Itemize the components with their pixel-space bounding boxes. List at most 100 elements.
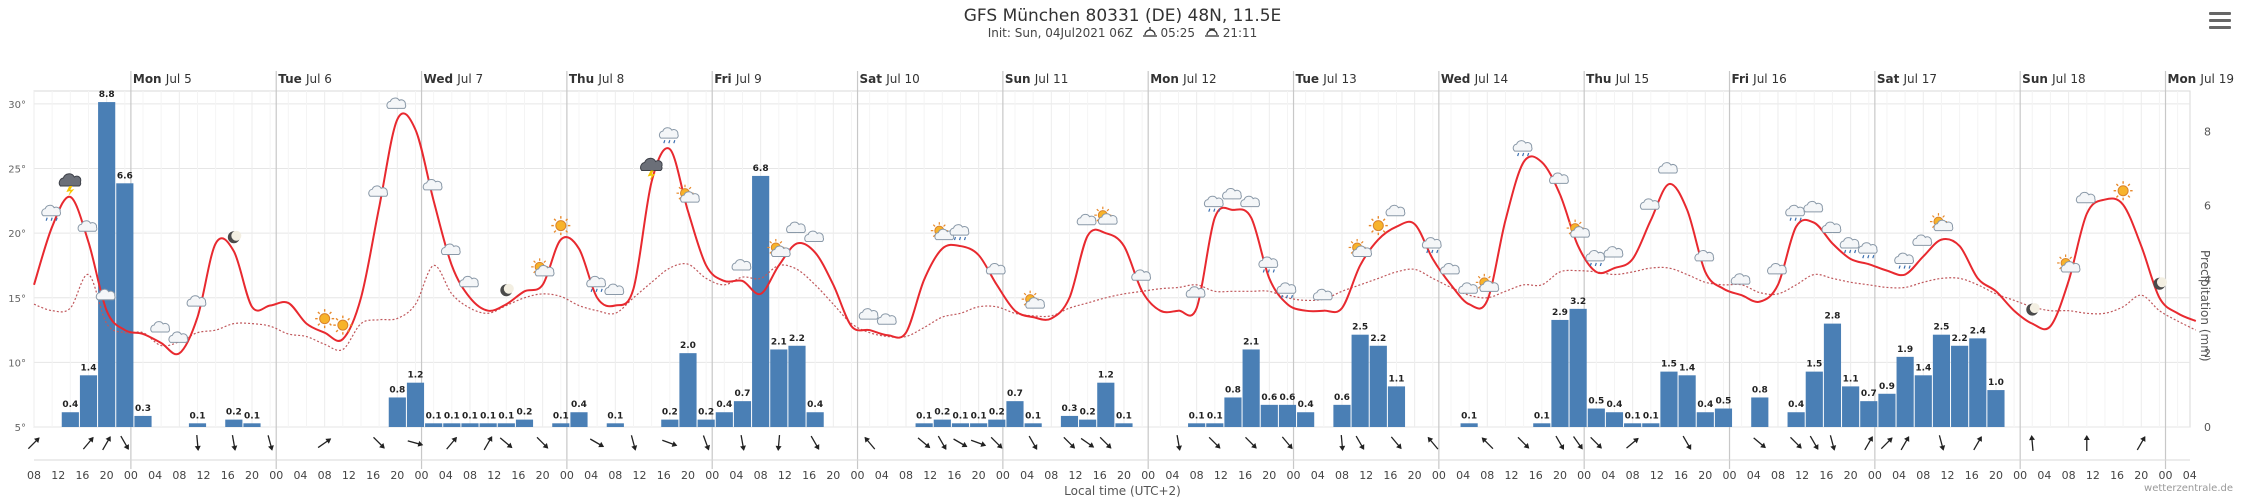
day-label: Tue Jul 13 xyxy=(1296,72,1357,86)
cloud-rain-weather-icon xyxy=(1421,237,1442,254)
precip-value-label: 0.8 xyxy=(1225,385,1241,395)
precip-value-label: 1.2 xyxy=(408,371,424,381)
precip-bar xyxy=(1333,404,1351,427)
wind-arrow-icon xyxy=(1626,437,1639,449)
precip-value-label: 2.0 xyxy=(680,341,696,351)
hour-tick-label: 16 xyxy=(802,469,816,482)
y-left-tick-label: 25° xyxy=(8,165,26,176)
hour-tick-label: 12 xyxy=(1214,469,1228,482)
hour-tick-label: 00 xyxy=(851,469,865,482)
cloud-rain-weather-icon xyxy=(1894,252,1914,269)
hour-tick-label: 00 xyxy=(1287,469,1301,482)
wind-arrow-icon xyxy=(1281,436,1293,450)
hour-tick-label: 12 xyxy=(1795,469,1809,482)
hour-tick-label: 12 xyxy=(1359,469,1373,482)
precip-bar xyxy=(1551,319,1569,427)
sun-cloud-weather-icon xyxy=(1929,213,1954,232)
precip-bar xyxy=(1842,386,1860,427)
wind-arrow-icon xyxy=(740,435,746,451)
hour-tick-label: 20 xyxy=(826,469,840,482)
precip-bar xyxy=(933,419,951,427)
cloud-weather-icon xyxy=(876,313,897,325)
wind-arrow-icon xyxy=(120,435,129,450)
wind-arrow-icon xyxy=(2029,435,2036,452)
precip-bar xyxy=(806,412,824,427)
sun-weather-icon xyxy=(333,315,353,335)
hour-tick-label: 08 xyxy=(172,469,186,482)
precip-value-label: 0.4 xyxy=(1697,400,1713,410)
precip-bar xyxy=(1932,334,1951,427)
sun-cloud-weather-icon xyxy=(1566,219,1590,238)
sun-cloud-weather-icon xyxy=(767,238,791,257)
day-label: Sat Jul 17 xyxy=(1877,72,1937,86)
precip-value-label: 0.1 xyxy=(462,411,478,421)
hour-tick-label: 04 xyxy=(2037,469,2051,482)
precip-value-label: 0.1 xyxy=(190,411,206,421)
hour-tick-label: 20 xyxy=(1844,469,1858,482)
precip-bar xyxy=(570,412,588,427)
wind-arrow-icon xyxy=(1938,435,1946,451)
precip-value-label: 0.7 xyxy=(1861,389,1877,399)
hour-tick-label: 08 xyxy=(1044,469,1058,482)
precip-value-label: 0.4 xyxy=(62,400,78,410)
chart-subtitle: Init: Sun, 04Jul2021 06Z 05:25 21:11 xyxy=(0,26,2245,40)
hour-tick-label: 20 xyxy=(1698,469,1712,482)
hour-tick-label: 16 xyxy=(2110,469,2124,482)
hour-tick-label: 08 xyxy=(27,469,41,482)
precip-value-label: 0.2 xyxy=(517,408,533,418)
hour-tick-label: 00 xyxy=(1141,469,1155,482)
hour-tick-label: 00 xyxy=(1868,469,1882,482)
credit-text[interactable]: wetterzentrale.de xyxy=(2144,483,2233,494)
wind-arrow-icon xyxy=(373,436,385,449)
day-label: Sat Jul 10 xyxy=(860,72,920,86)
wind-arrow-icon xyxy=(1573,436,1583,450)
cloud-weather-icon xyxy=(985,262,1006,275)
precip-bar xyxy=(1787,412,1805,427)
precip-value-label: 0.1 xyxy=(426,411,442,421)
precip-value-label: 1.5 xyxy=(1806,360,1822,370)
cloud-rain-weather-icon xyxy=(586,275,607,292)
hour-tick-label: 16 xyxy=(1674,469,1688,482)
precip-value-label: 6.8 xyxy=(753,164,769,174)
precip-bar xyxy=(1024,423,1042,427)
hour-tick-label: 20 xyxy=(1117,469,1131,482)
cloud-weather-icon xyxy=(1658,162,1678,174)
hour-tick-label: 20 xyxy=(1553,469,1567,482)
precip-bar xyxy=(770,349,788,427)
y-axis-right-title: Precipitation (mm) xyxy=(2198,250,2212,362)
hour-tick-label: 20 xyxy=(100,469,114,482)
precip-bar xyxy=(733,401,752,427)
sun-cloud-weather-icon xyxy=(1475,273,1500,292)
wind-arrow-icon xyxy=(499,437,513,449)
sunset-icon xyxy=(1204,26,1219,37)
sun-weather-icon xyxy=(551,216,571,236)
precip-bar xyxy=(1115,423,1133,427)
day-label: Thu Jul 15 xyxy=(1586,72,1649,86)
hour-tick-label: 16 xyxy=(1965,469,1979,482)
hamburger-menu-icon[interactable] xyxy=(2209,12,2231,30)
precip-value-label: 0.4 xyxy=(571,400,587,410)
cloud-weather-icon xyxy=(95,288,116,301)
wind-arrow-icon xyxy=(2083,435,2090,451)
cloud-weather-icon xyxy=(1222,188,1242,200)
precip-value-label: 0.5 xyxy=(1715,397,1731,407)
precip-bar xyxy=(225,419,243,427)
hour-tick-label: 04 xyxy=(875,469,889,482)
cloud-weather-icon xyxy=(1076,213,1097,226)
hour-tick-label: 00 xyxy=(705,469,719,482)
precip-bar xyxy=(1969,338,1987,427)
precip-value-label: 0.2 xyxy=(226,408,242,418)
cloud-weather-icon xyxy=(168,331,189,343)
wind-arrow-icon xyxy=(1099,436,1112,449)
hour-tick-label: 00 xyxy=(124,469,138,482)
wind-arrow-icon xyxy=(917,437,931,449)
hour-tick-label: 16 xyxy=(75,469,89,482)
wind-arrow-icon xyxy=(630,435,638,451)
precip-bar xyxy=(915,423,933,427)
hour-tick-label: 08 xyxy=(1771,469,1785,482)
precip-bar xyxy=(1987,390,2005,427)
precip-bar xyxy=(188,423,207,427)
precip-bar xyxy=(1260,404,1278,427)
precip-bar xyxy=(1006,401,1024,427)
